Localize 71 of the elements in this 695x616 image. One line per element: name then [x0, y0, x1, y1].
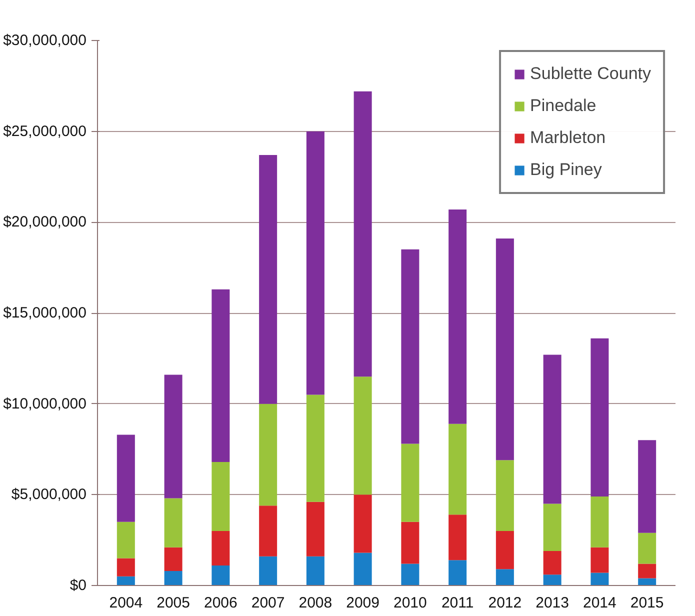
bar: [116, 434, 135, 522]
bar: [212, 566, 230, 586]
y-tick-label: $25,000,000: [3, 122, 87, 140]
x-tick-label: 2012: [488, 594, 522, 612]
y-tick-label: $20,000,000: [3, 214, 87, 231]
x-tick-label: 2011: [441, 594, 474, 612]
y-tick-label: $10,000,000: [3, 395, 87, 412]
bar: [259, 506, 278, 556]
bar: [448, 424, 467, 515]
bar: [116, 522, 135, 558]
bar: [543, 354, 562, 504]
bar: [448, 209, 467, 424]
bar: [638, 578, 656, 586]
bar: [543, 574, 562, 586]
legend-label: Sublette County: [530, 64, 651, 84]
bar: [638, 532, 656, 564]
x-tick-label: 2015: [630, 594, 664, 612]
y-tick-label: $30,000,000: [3, 32, 87, 49]
bar: [496, 460, 514, 531]
bar: [354, 91, 372, 377]
bar: [448, 560, 467, 586]
bar: [638, 440, 656, 533]
legend-label: Marbleton: [530, 128, 606, 148]
bar: [354, 494, 372, 553]
legend-label: Pinedale: [530, 96, 596, 116]
x-tick-label: 2009: [346, 594, 380, 612]
x-tick-label: 2010: [394, 594, 427, 612]
bar: [401, 522, 420, 564]
bar: [590, 338, 609, 496]
bar: [212, 531, 230, 566]
bar: [116, 558, 135, 576]
bar: [164, 570, 182, 586]
x-tick-label: 2008: [298, 594, 332, 612]
legend-label: Big Piney: [530, 160, 602, 180]
bar: [590, 547, 609, 573]
bar: [401, 444, 420, 522]
y-tick-label: $0: [70, 577, 87, 594]
bar: [164, 374, 182, 498]
bar: [354, 552, 372, 586]
bar: [212, 462, 230, 531]
bar: [638, 564, 656, 578]
bar: [590, 496, 609, 548]
bar: [306, 131, 324, 395]
x-tick-label: 2006: [204, 594, 238, 612]
bar: [306, 556, 324, 586]
bar: [496, 531, 514, 570]
bar: [212, 289, 230, 462]
x-tick-label: 2007: [251, 594, 285, 612]
bar: [259, 154, 278, 404]
bar: [496, 569, 514, 586]
bar: [448, 514, 467, 560]
bar: [401, 564, 420, 586]
bar: [496, 238, 514, 460]
x-tick-label: 2005: [156, 594, 190, 612]
bar: [116, 576, 135, 586]
x-tick-label: 2014: [583, 594, 616, 612]
y-tick-label: $5,000,000: [11, 486, 87, 504]
bar: [259, 404, 278, 506]
bar: [259, 556, 278, 586]
bar: [543, 504, 562, 551]
bar: [306, 394, 324, 502]
bar: [590, 572, 609, 586]
bar: [164, 547, 182, 571]
bar: [401, 249, 420, 444]
x-tick-label: 2013: [536, 594, 570, 612]
bar: [543, 550, 562, 575]
y-tick-label: $15,000,000: [3, 304, 87, 322]
bar: [164, 498, 182, 548]
bar: [306, 502, 324, 556]
x-tick-label: 2004: [109, 594, 143, 612]
bar: [354, 376, 372, 495]
